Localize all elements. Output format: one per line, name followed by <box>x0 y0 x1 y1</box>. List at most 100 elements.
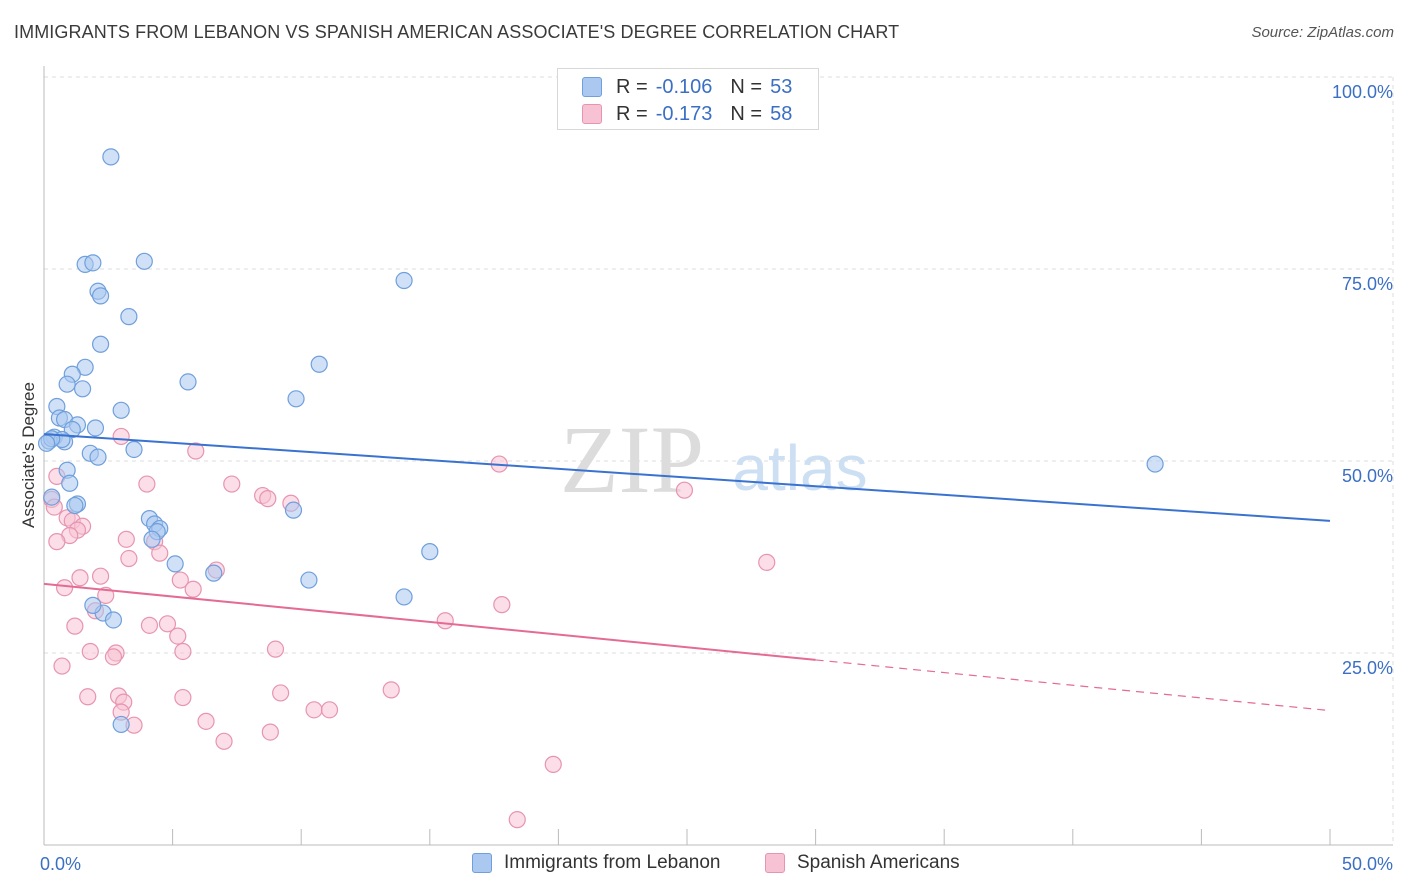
legend-r-label: R = <box>616 102 648 125</box>
legend-row-lebanon: R = -0.106 N = 53 <box>582 75 792 99</box>
data-point <box>205 564 223 582</box>
data-point <box>215 732 233 750</box>
data-point <box>675 481 694 499</box>
y-axis-label: Associate's Degree <box>19 382 38 528</box>
data-point <box>138 475 156 493</box>
data-point <box>135 252 153 270</box>
data-point <box>300 571 318 589</box>
legend-row-spanish: R = -0.173 N = 58 <box>582 102 792 126</box>
data-point <box>169 627 187 645</box>
data-point <box>125 440 143 459</box>
gridlines <box>44 76 1394 845</box>
data-point <box>104 611 123 629</box>
data-point <box>287 390 305 408</box>
data-point <box>187 442 205 460</box>
data-point <box>259 490 277 508</box>
legend-n-value-spanish: 58 <box>770 102 793 125</box>
data-point <box>91 567 110 585</box>
data-point <box>66 617 84 635</box>
data-point <box>174 688 192 707</box>
trend-line <box>43 582 816 661</box>
data-point <box>143 530 161 548</box>
data-point <box>91 287 110 305</box>
data-point <box>112 715 130 734</box>
legend-n-value-lebanon: 53 <box>770 75 793 98</box>
data-point <box>174 642 192 661</box>
data-point <box>395 588 413 606</box>
data-point <box>184 580 202 598</box>
x-tick-label: 50.0% <box>1342 854 1393 874</box>
chart-title: IMMIGRANTS FROM LEBANON VS SPANISH AMERI… <box>14 22 900 42</box>
data-point <box>382 681 400 699</box>
y-tick-label: 100.0% <box>1332 82 1393 102</box>
data-point <box>320 701 339 719</box>
data-point <box>421 543 439 561</box>
data-point <box>55 579 74 597</box>
stats-legend: R = -0.106 N = 53 R = -0.173 N = 58 <box>557 68 819 130</box>
data-point <box>58 375 76 393</box>
trend-lines <box>43 433 1331 712</box>
data-point <box>53 657 71 675</box>
data-point <box>272 684 290 702</box>
data-point <box>81 642 99 661</box>
data-point <box>158 615 177 633</box>
data-point <box>84 596 102 614</box>
bottom-legend-swatch-lebanon <box>472 853 492 873</box>
data-point <box>91 335 110 353</box>
data-point <box>140 616 159 634</box>
trend-line <box>43 433 1331 522</box>
legend-swatch-spanish <box>582 104 602 124</box>
data-point <box>61 474 79 492</box>
legend-r-label: R = <box>616 75 648 98</box>
data-point <box>84 254 102 272</box>
data-point <box>395 271 413 290</box>
data-point <box>73 380 92 398</box>
data-point <box>66 496 84 515</box>
axes: 25.0% 50.0% 75.0% 100.0% 0.0% 50.0% <box>40 66 1393 874</box>
bottom-legend-swatch-spanish <box>765 853 785 873</box>
legend-r-value-spanish: -0.173 <box>655 102 713 125</box>
data-point <box>117 530 135 548</box>
y-tick-label: 25.0% <box>1342 658 1393 678</box>
data-point <box>508 811 526 829</box>
data-point <box>71 569 89 587</box>
data-point <box>171 571 189 589</box>
data-point <box>104 648 123 666</box>
data-point <box>89 448 107 466</box>
data-point <box>48 533 66 551</box>
data-point <box>544 755 562 773</box>
legend-swatch-lebanon <box>582 77 602 97</box>
legend-r-value-lebanon: -0.106 <box>655 75 713 98</box>
data-point <box>1146 455 1164 473</box>
data-point <box>305 701 323 719</box>
trend-line-extension <box>815 659 1331 712</box>
data-point <box>284 501 303 519</box>
data-point <box>120 308 138 326</box>
data-point <box>493 596 511 614</box>
data-point <box>97 586 115 605</box>
data-point <box>758 553 776 571</box>
bottom-legend-label-spanish: Spanish Americans <box>797 852 960 873</box>
data-point <box>86 419 105 437</box>
points-spanish-americans <box>43 427 776 829</box>
watermark: ZIP atlas <box>560 406 868 513</box>
bottom-legend-label-lebanon: Immigrants from Lebanon <box>504 852 721 873</box>
bottom-legend-lebanon: Immigrants from Lebanon <box>472 852 721 874</box>
bottom-legend-spanish: Spanish Americans <box>765 852 960 874</box>
watermark-atlas: atlas <box>732 432 867 504</box>
data-point <box>79 688 97 706</box>
y-tick-label: 75.0% <box>1342 274 1393 294</box>
data-point <box>112 427 130 446</box>
points-lebanon <box>37 148 1164 734</box>
data-point <box>266 640 285 658</box>
data-point <box>197 712 215 730</box>
data-point <box>310 355 328 373</box>
data-point <box>223 475 241 493</box>
legend-n-label: N = <box>730 75 763 98</box>
x-tick-label: 0.0% <box>40 854 81 874</box>
data-point <box>166 555 184 573</box>
data-point <box>120 549 138 568</box>
data-point <box>43 488 61 506</box>
legend-n-label: N = <box>730 102 763 125</box>
